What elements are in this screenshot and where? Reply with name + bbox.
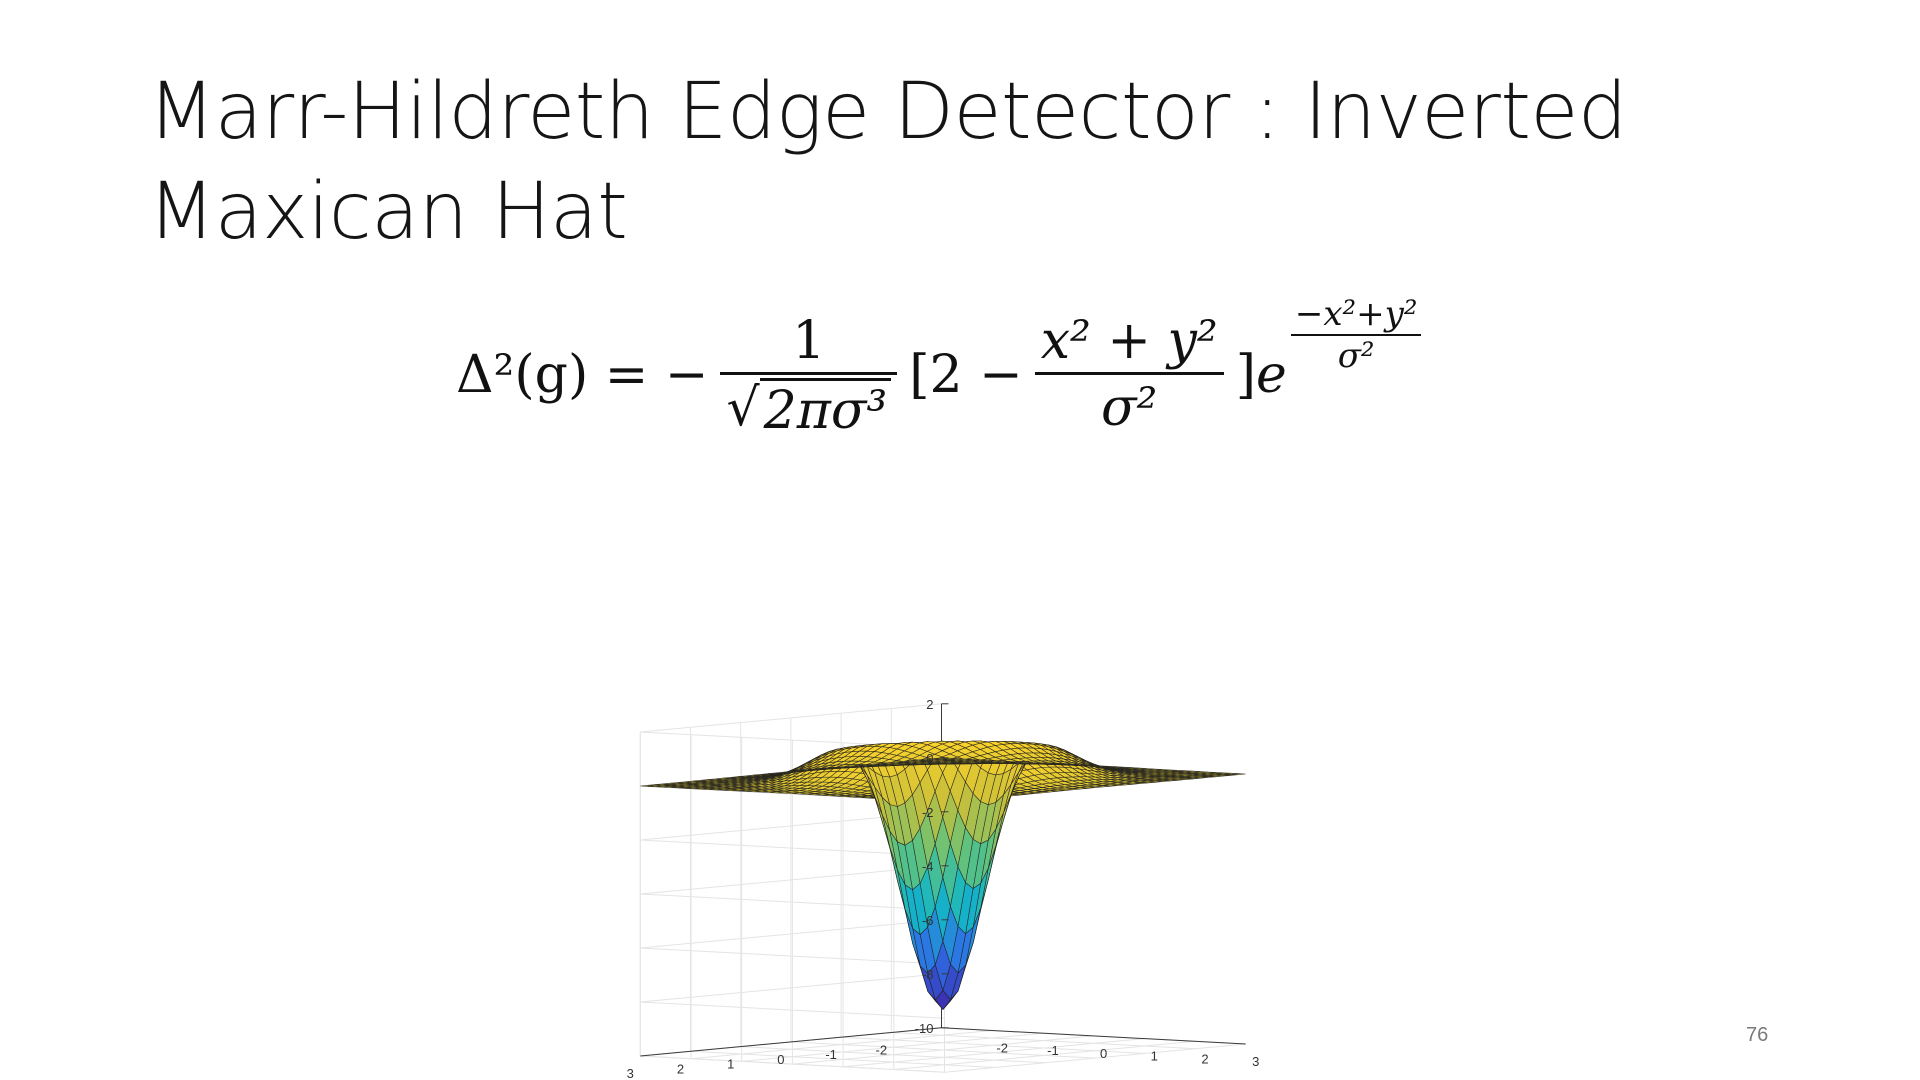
fraction-bar [1034, 371, 1224, 375]
x-tick-label: 1 [1151, 1049, 1158, 1064]
exponent-numerator-text: x²+y² [1323, 294, 1418, 334]
laplacian-of-gaussian-equation: Δ²(g) = − 1 √ 2πσ³ [2 − x² + y² σ² ] e −x… [456, 290, 1476, 460]
z-tick-label: -10 [915, 1021, 934, 1036]
fraction-denominator-sigma: σ² [1101, 377, 1158, 438]
z-tick-label: -2 [922, 805, 934, 820]
fraction-numerator-xy: x² + y² [1040, 310, 1218, 371]
y-tick-label: 0 [777, 1052, 784, 1067]
grid-line [640, 1001, 945, 1019]
grid-line [891, 1032, 1196, 1050]
exponent-sign: − [1294, 294, 1324, 334]
slide-title: Marr-Hildreth Edge Detector : Inverted M… [148, 67, 1627, 257]
bracket-open: [2 − [909, 345, 1023, 405]
bracket-close: ] [1235, 345, 1257, 405]
y-tick-label: 1 [727, 1057, 734, 1072]
exponent-bar [1290, 334, 1422, 336]
z-tick-label: -4 [922, 859, 934, 874]
grid-line [640, 947, 945, 965]
equation-lhs: Δ²(g) = − [456, 345, 709, 405]
y-axis-line [640, 1027, 942, 1057]
y-tick-label: -2 [876, 1043, 888, 1058]
x-tick-label: -2 [996, 1041, 1008, 1056]
exponential-base: e [1256, 345, 1287, 405]
surface-mesh [640, 740, 1246, 1010]
surface-plot: 20-2-4-6-8-103 2 1 0 -1 -2 -2 -1 0 1 2 3 [627, 697, 1260, 1080]
y-tick-label: 2 [677, 1061, 684, 1076]
z-tick-label: 2 [926, 697, 933, 712]
sqrt-radicand: 2πσ³ [759, 377, 892, 441]
grid-line [640, 893, 945, 911]
plot-ticks: 20-2-4-6-8-103 2 1 0 -1 -2 -2 -1 0 1 2 3 [627, 697, 1260, 1080]
grid-line [841, 1036, 1146, 1054]
z-tick-label: -6 [922, 913, 934, 928]
grid-line [740, 1046, 1045, 1064]
fraction-denominator: √ 2πσ³ [720, 375, 897, 441]
x-tick-label: 2 [1201, 1051, 1208, 1066]
y-tick-label: -1 [825, 1047, 837, 1062]
z-tick-label: -8 [922, 967, 934, 982]
page-number: 76 [1746, 1024, 1769, 1046]
grid-line [690, 1050, 995, 1068]
x-tick-label: 0 [1100, 1046, 1107, 1061]
z-tick-label: 0 [926, 751, 933, 766]
exponent: −x²+y² σ² [1290, 294, 1422, 376]
x-tick-label: -1 [1047, 1043, 1059, 1058]
grid-line [790, 1041, 1096, 1059]
sqrt-symbol: √ [726, 377, 760, 438]
x-axis-line [941, 1027, 1246, 1045]
fraction-numerator: 1 [792, 310, 826, 371]
fraction-radius: x² + y² σ² [1034, 310, 1224, 441]
exponent-denominator: σ² [1337, 336, 1375, 376]
x-tick-label: 3 [1252, 1054, 1259, 1069]
grid-line [640, 1055, 945, 1073]
grid-line [640, 703, 942, 733]
y-tick-label: 3 [627, 1066, 634, 1080]
fraction-normalization: 1 √ 2πσ³ [720, 310, 898, 441]
fraction-bar [720, 371, 898, 375]
exponent-numerator: −x²+y² [1291, 294, 1422, 334]
